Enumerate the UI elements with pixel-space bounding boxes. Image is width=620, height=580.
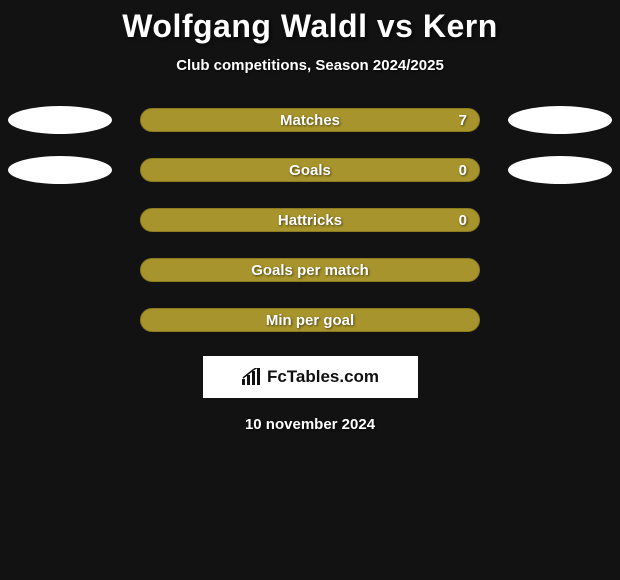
page-subtitle: Club competitions, Season 2024/2025: [176, 57, 444, 74]
stat-value: 0: [459, 162, 467, 179]
brand-badge: FcTables.com: [203, 356, 418, 398]
stat-row: Goals 0: [0, 156, 620, 184]
stat-bar: Goals per match: [140, 258, 480, 282]
stat-label: Min per goal: [266, 312, 354, 329]
stat-label: Goals: [289, 162, 331, 179]
stat-bar: Goals 0: [140, 158, 480, 182]
right-ellipse: [508, 156, 612, 184]
left-ellipse: [8, 106, 112, 134]
stats-rows: Matches 7 Goals 0 Hattricks 0 Goals per match M…: [0, 106, 620, 334]
left-ellipse: [8, 156, 112, 184]
stat-value: 7: [459, 112, 467, 129]
stat-bar: Matches 7: [140, 108, 480, 132]
bar-chart-icon: [241, 368, 261, 386]
page-title: Wolfgang Waldl vs Kern: [122, 8, 497, 45]
stat-bar: Hattricks 0: [140, 208, 480, 232]
stats-comparison-card: Wolfgang Waldl vs Kern Club competitions…: [0, 0, 620, 580]
stat-row: Goals per match: [0, 256, 620, 284]
right-ellipse: [508, 106, 612, 134]
stat-value: 0: [459, 212, 467, 229]
stat-row: Min per goal: [0, 306, 620, 334]
stat-bar: Min per goal: [140, 308, 480, 332]
stat-label: Hattricks: [278, 212, 342, 229]
brand-text: FcTables.com: [267, 367, 379, 387]
stat-row: Matches 7: [0, 106, 620, 134]
date-text: 10 november 2024: [245, 416, 375, 433]
stat-label: Matches: [280, 112, 340, 129]
stat-label: Goals per match: [251, 262, 369, 279]
stat-row: Hattricks 0: [0, 206, 620, 234]
